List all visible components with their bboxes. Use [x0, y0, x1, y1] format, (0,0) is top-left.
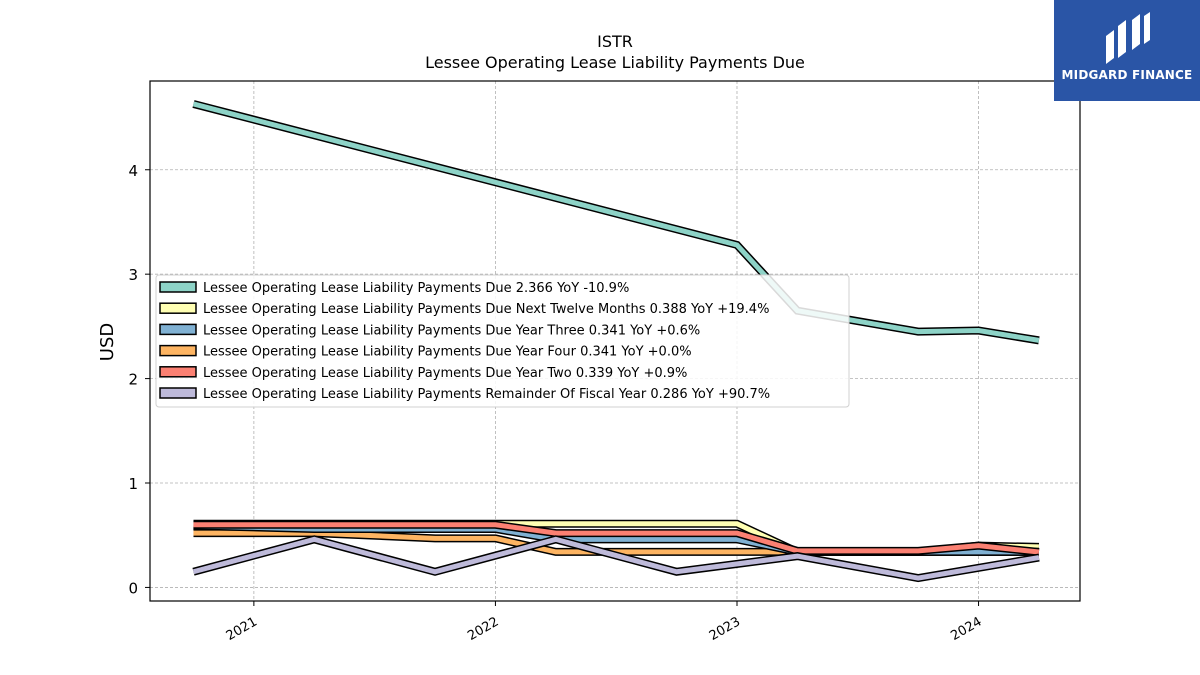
- series-line: [193, 520, 1040, 557]
- y-axis-label: USD: [97, 323, 118, 361]
- series-line: [192, 100, 1040, 345]
- legend-entry: Lessee Operating Lease Liability Payment…: [203, 387, 770, 402]
- chart-subtitle: Lessee Operating Lease Liability Payment…: [425, 53, 805, 72]
- legend-swatch: [159, 302, 197, 314]
- legend-entry: Lessee Operating Lease Liability Payment…: [203, 302, 769, 317]
- series-line: [192, 535, 1040, 583]
- midgard-finance-logo: MIDGARD FINANCE: [1054, 0, 1200, 101]
- series-outline: [192, 535, 1040, 583]
- y-tick-label: 1: [128, 475, 138, 493]
- legend-box: [155, 274, 850, 408]
- series-stroke: [193, 522, 1040, 555]
- chart-title: ISTR: [597, 32, 633, 51]
- y-tick-label: 0: [128, 579, 138, 597]
- logo-text: MIDGARD FINANCE: [1061, 68, 1193, 82]
- midgard-logo-mark-icon: [1106, 12, 1150, 64]
- legend: Lessee Operating Lease Liability Payment…: [155, 274, 850, 408]
- legend-entry: Lessee Operating Lease Liability Payment…: [203, 281, 629, 296]
- legend-entry: Lessee Operating Lease Liability Payment…: [203, 323, 700, 338]
- y-tick-label: 2: [128, 371, 138, 389]
- legend-swatch: [159, 281, 197, 293]
- y-tick-label: 4: [128, 162, 138, 180]
- plot-frame: [149, 80, 1081, 602]
- legend-swatch: [159, 344, 197, 357]
- legend-entry: Lessee Operating Lease Liability Payment…: [203, 345, 692, 360]
- legend-entry: Lessee Operating Lease Liability Payment…: [203, 366, 687, 381]
- x-tick-label: 2023: [707, 614, 743, 644]
- y-tick-label: 3: [128, 266, 138, 284]
- legend-swatch: [159, 387, 197, 399]
- legend-swatch: [159, 366, 197, 378]
- series-stroke: [192, 536, 1040, 581]
- series-stroke: [192, 101, 1040, 343]
- legend-swatch: [159, 323, 197, 336]
- x-tick-label: 2024: [948, 614, 984, 644]
- x-tick-label: 2022: [465, 614, 501, 644]
- x-tick-label: 2021: [224, 614, 260, 644]
